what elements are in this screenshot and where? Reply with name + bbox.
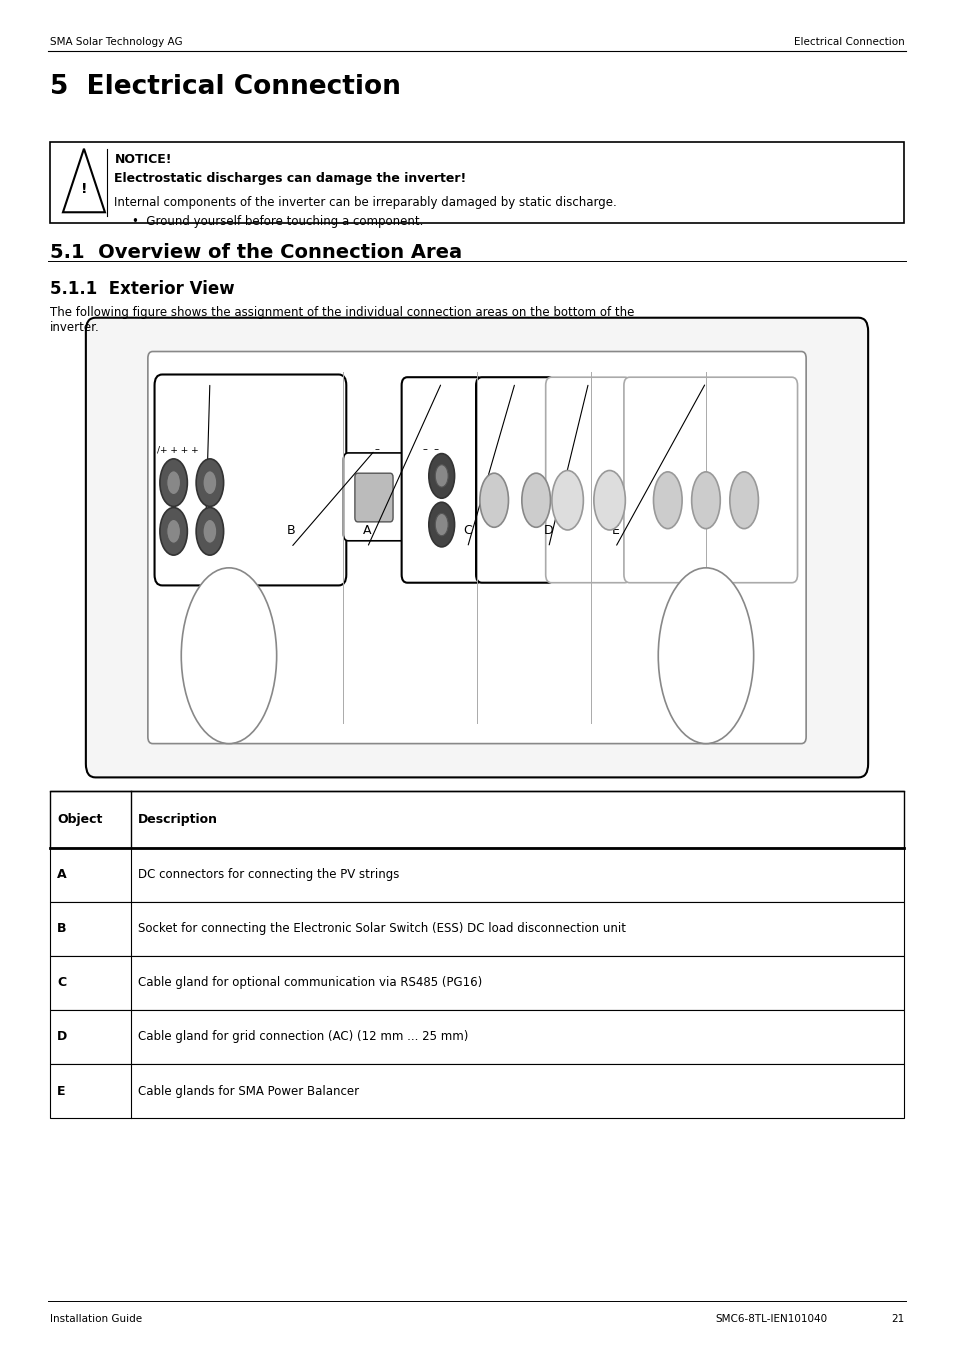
Ellipse shape xyxy=(196,458,223,507)
Polygon shape xyxy=(63,149,105,212)
Text: C: C xyxy=(57,976,67,990)
Text: E: E xyxy=(57,1084,66,1098)
FancyBboxPatch shape xyxy=(148,352,805,744)
Text: B: B xyxy=(57,922,67,936)
Text: The following figure shows the assignment of the individual connection areas on : The following figure shows the assignmen… xyxy=(50,306,634,334)
Text: E: E xyxy=(611,523,618,537)
Ellipse shape xyxy=(181,568,276,744)
FancyBboxPatch shape xyxy=(623,377,797,583)
Text: 5.1  Overview of the Connection Area: 5.1 Overview of the Connection Area xyxy=(50,243,461,262)
Bar xyxy=(50,956,903,1010)
Text: A: A xyxy=(201,523,209,537)
Ellipse shape xyxy=(196,507,223,556)
Text: NOTICE!: NOTICE! xyxy=(114,153,172,166)
Ellipse shape xyxy=(167,519,180,544)
FancyBboxPatch shape xyxy=(401,377,482,583)
Ellipse shape xyxy=(203,470,216,495)
Ellipse shape xyxy=(658,568,753,744)
Ellipse shape xyxy=(593,470,625,530)
Ellipse shape xyxy=(203,519,216,544)
Ellipse shape xyxy=(428,454,454,499)
Text: Description: Description xyxy=(138,813,218,826)
Text: SMC6-8TL-IEN101040: SMC6-8TL-IEN101040 xyxy=(715,1314,827,1324)
Text: Electrical Connection: Electrical Connection xyxy=(793,37,903,46)
FancyBboxPatch shape xyxy=(86,318,867,777)
Text: A: A xyxy=(57,868,67,882)
Ellipse shape xyxy=(729,472,758,529)
Text: Cable glands for SMA Power Balancer: Cable glands for SMA Power Balancer xyxy=(138,1084,359,1098)
Ellipse shape xyxy=(521,473,550,527)
Ellipse shape xyxy=(160,458,187,507)
Ellipse shape xyxy=(653,472,681,529)
Text: Object: Object xyxy=(57,813,103,826)
Ellipse shape xyxy=(479,473,508,527)
Bar xyxy=(50,1010,903,1064)
Text: –: – xyxy=(374,443,379,454)
Text: A: A xyxy=(363,523,371,537)
Text: Cable gland for optional communication via RS485 (PG16): Cable gland for optional communication v… xyxy=(138,976,482,990)
Ellipse shape xyxy=(435,465,448,487)
Text: !: ! xyxy=(81,183,87,196)
Text: 5.1.1  Exterior View: 5.1.1 Exterior View xyxy=(50,280,234,297)
FancyBboxPatch shape xyxy=(545,377,630,583)
Text: 5  Electrical Connection: 5 Electrical Connection xyxy=(50,74,400,100)
Text: B: B xyxy=(286,523,295,537)
Text: D: D xyxy=(543,523,553,537)
Ellipse shape xyxy=(691,472,720,529)
Text: Installation Guide: Installation Guide xyxy=(50,1314,142,1324)
Text: DC connectors for connecting the PV strings: DC connectors for connecting the PV stri… xyxy=(138,868,399,882)
Ellipse shape xyxy=(435,514,448,535)
FancyBboxPatch shape xyxy=(476,377,554,583)
FancyBboxPatch shape xyxy=(154,375,346,585)
Text: Socket for connecting the Electronic Solar Switch (ESS) DC load disconnection un: Socket for connecting the Electronic Sol… xyxy=(138,922,626,936)
Text: Electrostatic discharges can damage the inverter!: Electrostatic discharges can damage the … xyxy=(114,172,466,185)
Bar xyxy=(50,1064,903,1118)
Ellipse shape xyxy=(160,507,187,556)
Text: •  Ground yourself before touching a component.: • Ground yourself before touching a comp… xyxy=(132,215,422,228)
Bar xyxy=(50,902,903,956)
Text: D: D xyxy=(57,1030,68,1044)
FancyBboxPatch shape xyxy=(343,453,405,541)
Ellipse shape xyxy=(167,470,180,495)
Text: Internal components of the inverter can be irreparably damaged by static dischar: Internal components of the inverter can … xyxy=(114,196,617,210)
Text: SMA Solar Technology AG: SMA Solar Technology AG xyxy=(50,37,182,46)
Ellipse shape xyxy=(428,503,454,546)
Text: /+ + + +: /+ + + + xyxy=(157,446,199,454)
Text: 21: 21 xyxy=(890,1314,903,1324)
Ellipse shape xyxy=(551,470,582,530)
Bar xyxy=(50,848,903,902)
Text: Cable gland for grid connection (AC) (12 mm ... 25 mm): Cable gland for grid connection (AC) (12… xyxy=(138,1030,468,1044)
Bar xyxy=(50,142,903,223)
Bar xyxy=(50,791,903,848)
Text: C: C xyxy=(462,523,472,537)
FancyBboxPatch shape xyxy=(355,473,393,522)
Text: –  –: – – xyxy=(422,443,438,454)
